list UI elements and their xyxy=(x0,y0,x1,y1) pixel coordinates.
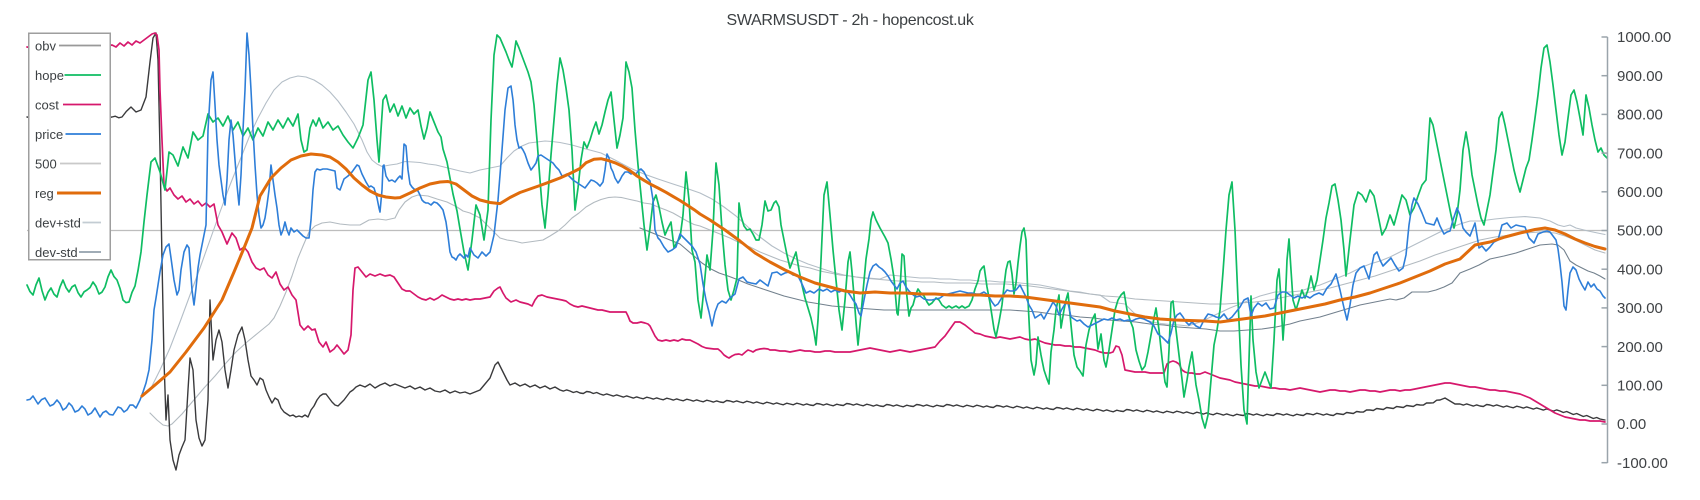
svg-text:cost: cost xyxy=(35,97,59,112)
svg-text:300.00: 300.00 xyxy=(1617,300,1663,317)
svg-text:hope: hope xyxy=(35,68,64,83)
svg-text:SWARMSUSDT - 2h - hopencost.uk: SWARMSUSDT - 2h - hopencost.uk xyxy=(726,12,974,29)
svg-text:200.00: 200.00 xyxy=(1617,339,1663,356)
svg-text:dev-std: dev-std xyxy=(35,245,78,260)
svg-text:700.00: 700.00 xyxy=(1617,145,1663,162)
svg-text:0.00: 0.00 xyxy=(1617,416,1646,433)
svg-text:obv: obv xyxy=(35,38,56,53)
svg-text:400.00: 400.00 xyxy=(1617,261,1663,278)
svg-text:reg: reg xyxy=(35,186,54,201)
svg-text:600.00: 600.00 xyxy=(1617,184,1663,201)
svg-text:-100.00: -100.00 xyxy=(1617,455,1668,472)
svg-text:800.00: 800.00 xyxy=(1617,107,1663,124)
svg-text:100.00: 100.00 xyxy=(1617,378,1663,395)
svg-text:500.00: 500.00 xyxy=(1617,223,1663,240)
svg-text:dev+std: dev+std xyxy=(35,215,81,230)
svg-text:500: 500 xyxy=(35,156,57,171)
svg-text:900.00: 900.00 xyxy=(1617,68,1663,85)
svg-text:price: price xyxy=(35,127,63,142)
svg-text:1000.00: 1000.00 xyxy=(1617,29,1671,46)
